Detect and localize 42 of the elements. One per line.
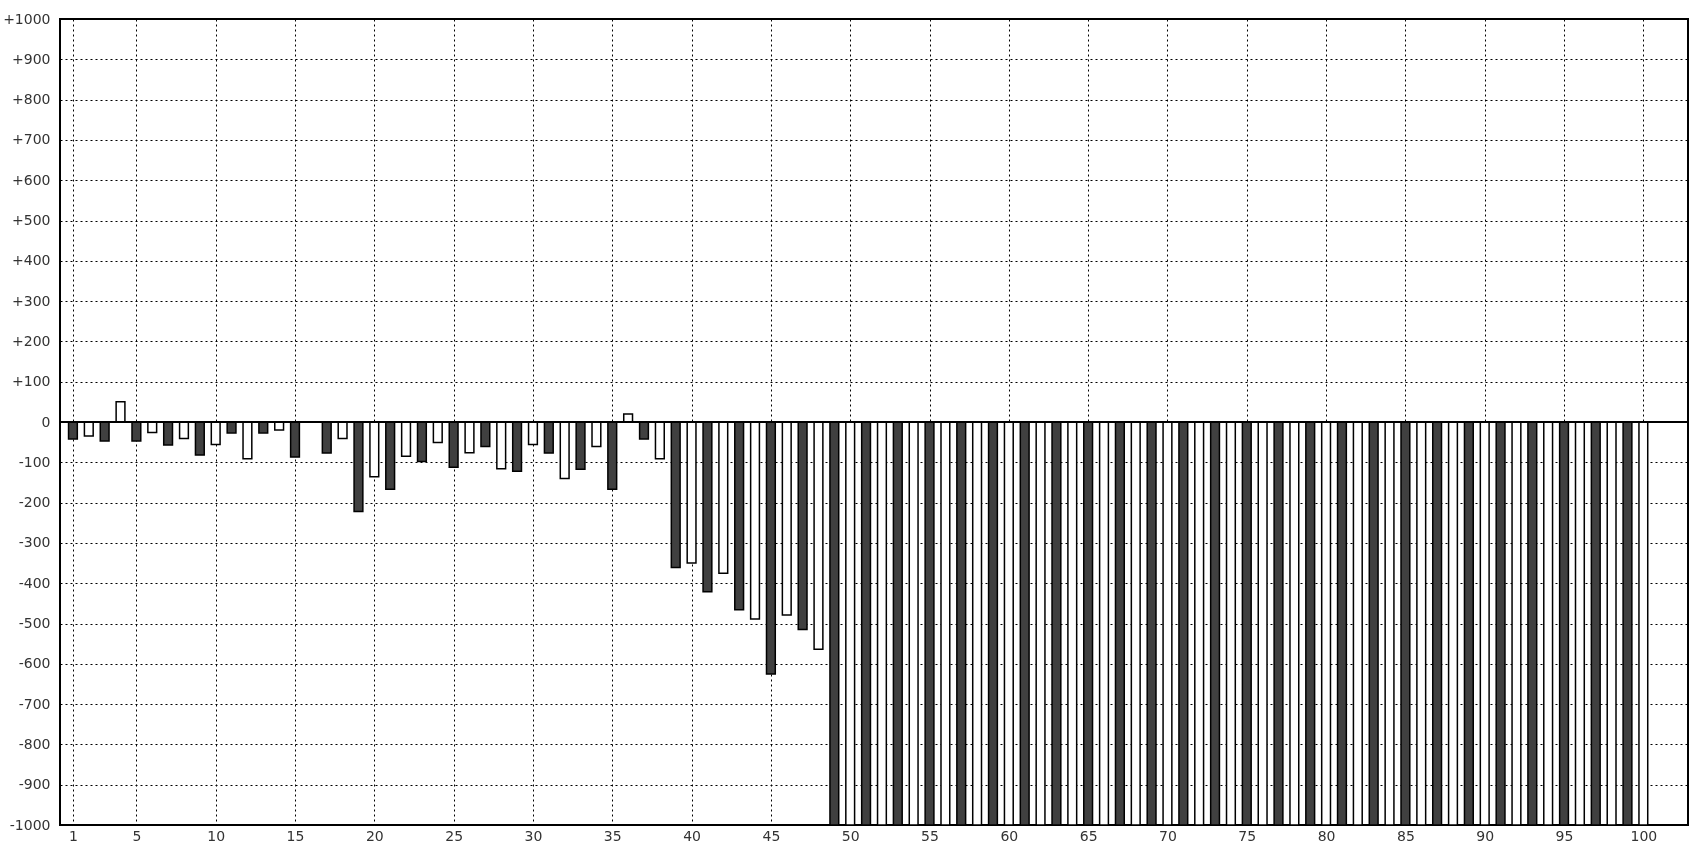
- x-tick-label: 95: [1555, 827, 1574, 844]
- y-tick-label: +900: [12, 50, 51, 67]
- y-tick-label: -600: [18, 655, 51, 672]
- y-tick-label: +800: [12, 91, 51, 108]
- x-tick-label: 70: [1159, 827, 1177, 844]
- x-tick-label: 30: [524, 827, 543, 844]
- y-tick-label: -800: [18, 735, 51, 752]
- x-tick-label: 75: [1238, 827, 1257, 844]
- y-tick-label: +500: [12, 212, 51, 228]
- x-tick-label: 10: [207, 827, 226, 844]
- x-tick-label: 40: [683, 827, 701, 844]
- x-tick-label: 45: [762, 827, 781, 844]
- x-tick-label: 25: [445, 827, 464, 844]
- x-tick-label: 90: [1476, 827, 1495, 844]
- y-tick-label: +1000: [3, 10, 51, 27]
- x-tick-label: 85: [1396, 827, 1415, 844]
- y-tick-label: -900: [18, 776, 51, 793]
- x-tick-label: 60: [1000, 827, 1019, 844]
- x-tick-label: 50: [841, 827, 860, 844]
- y-tick-label: +200: [12, 332, 51, 349]
- x-tick-label: 1: [68, 827, 78, 844]
- y-tick-label: +300: [12, 292, 51, 309]
- y-tick-label: 0: [41, 413, 51, 430]
- y-tick-label: -500: [18, 615, 51, 631]
- y-tick-label: -100: [18, 453, 51, 470]
- x-tick-label: 55: [921, 827, 939, 844]
- y-tick-label: +100: [12, 373, 51, 390]
- y-tick-label: +700: [12, 131, 51, 148]
- x-tick-label: 80: [1317, 827, 1336, 844]
- y-tick-label: -200: [18, 494, 51, 511]
- y-tick-label: -400: [18, 574, 51, 591]
- y-tick-label: -1000: [9, 816, 51, 833]
- y-tick-label: +600: [12, 171, 51, 188]
- x-tick-label: 65: [1079, 827, 1098, 844]
- x-tick-label: 20: [365, 827, 384, 844]
- x-tick-label: 15: [286, 827, 305, 844]
- x-tick-label: 100: [1630, 827, 1658, 844]
- x-tick-label: 5: [132, 827, 142, 844]
- y-tick-label: -700: [18, 695, 51, 712]
- x-tick-label: 35: [603, 827, 622, 844]
- y-tick-label: +400: [12, 252, 51, 269]
- y-tick-label: -300: [18, 534, 51, 551]
